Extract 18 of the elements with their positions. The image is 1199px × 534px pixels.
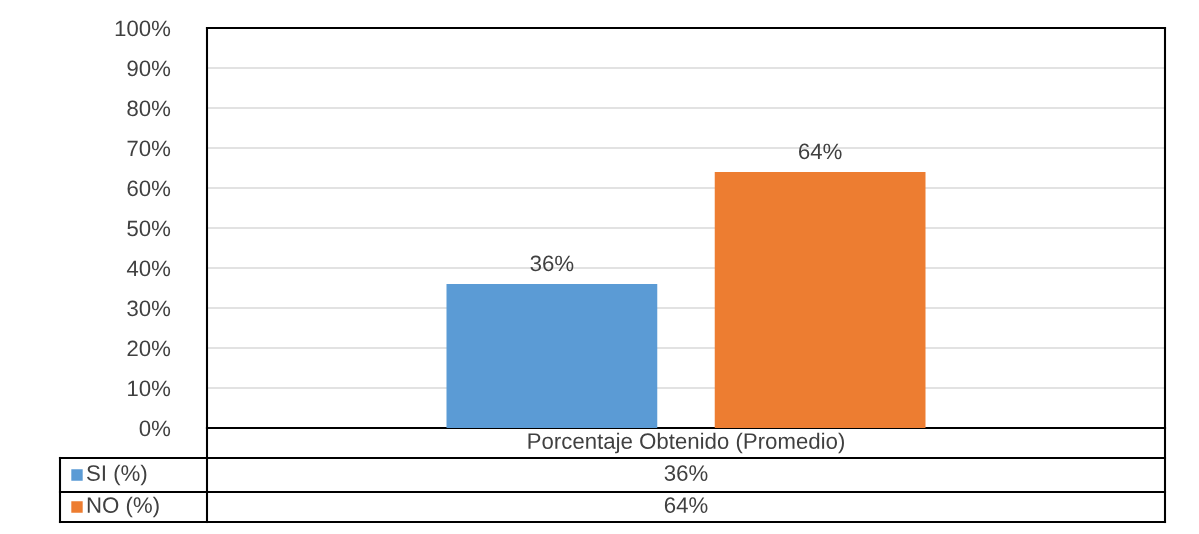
- y-tick-label: 40%: [126, 260, 171, 277]
- legend-label: SI (%): [87, 464, 147, 486]
- y-tick-label: 10%: [128, 380, 171, 397]
- y-tick-label: 80%: [127, 100, 171, 117]
- legend-label: NO (%): [87, 496, 159, 518]
- data-label: 36%: [530, 255, 574, 272]
- y-tick-label: 100%: [115, 20, 171, 37]
- y-tick-label: 0%: [139, 420, 171, 437]
- y-tick-label: 70%: [127, 140, 171, 157]
- y-tick-label: 20%: [127, 340, 171, 357]
- y-tick-label: 90%: [127, 60, 171, 77]
- y-tick-label: 60%: [127, 180, 171, 197]
- text: 64%: [664, 497, 708, 513]
- data-label: 64%: [799, 143, 842, 160]
- x-tick-label: Porcentaje Obtenido (Promedio): [528, 432, 844, 454]
- y-tick-label: 50%: [127, 220, 171, 237]
- text: 36%: [664, 465, 708, 481]
- y-tick-label: 30%: [127, 300, 171, 317]
